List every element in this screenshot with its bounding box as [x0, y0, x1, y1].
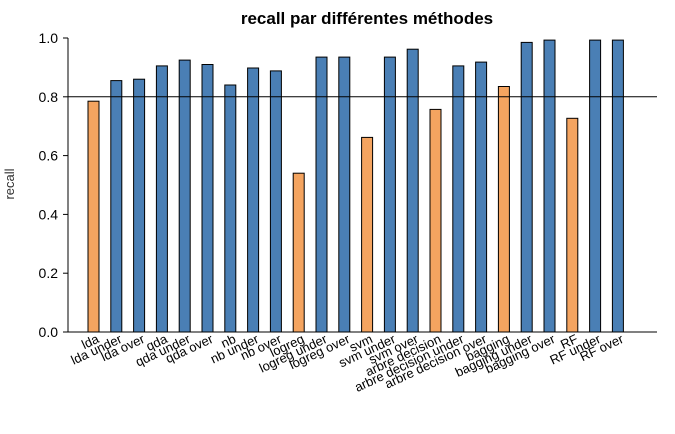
bar-RF [566, 117, 579, 333]
bar-lda-under [110, 80, 123, 333]
x-tick-label: nb [219, 331, 238, 351]
bars-group [87, 39, 624, 333]
y-tick-label: 0.4 [39, 206, 59, 222]
chart-title: recall par différentes méthodes [241, 9, 493, 28]
bar-lda [87, 100, 100, 333]
bar-svm-over [406, 48, 419, 333]
bar-logreg [292, 172, 305, 333]
bar-svm [361, 136, 374, 333]
bar-nb [224, 84, 237, 333]
bar-bagging-over [543, 39, 556, 333]
y-tick-label: 0.0 [39, 324, 59, 340]
y-axis-label: recall [2, 168, 17, 199]
bar-nb-over [269, 70, 282, 333]
y-tick-label: 0.8 [39, 89, 59, 105]
bar-qda-under [178, 59, 191, 333]
y-tick-label: 0.6 [39, 148, 59, 164]
bar-qda-over [201, 64, 214, 333]
bar-RF-over [611, 39, 624, 333]
y-tick-label: 1.0 [39, 30, 59, 46]
bar-qda [155, 65, 168, 333]
bar-bagging-under [520, 41, 533, 333]
bar-logreg-over [338, 56, 351, 333]
x-tick-label: RF [558, 331, 580, 352]
x-tick-label: lda [79, 331, 102, 352]
bar-RF-under [589, 39, 602, 333]
x-tick-label: qda over [163, 331, 216, 366]
bar-arbre-decision [429, 108, 442, 333]
bar-logreg-under [315, 56, 328, 333]
y-tick-label: 0.2 [39, 265, 59, 281]
bar-arbre-decision-over [475, 61, 488, 333]
bar-lda-over [133, 78, 146, 333]
bar-svm-under [383, 56, 396, 333]
bar-bagging [497, 86, 510, 333]
bar-nb-under [247, 67, 260, 333]
bar-arbre-decision-under [452, 65, 465, 333]
